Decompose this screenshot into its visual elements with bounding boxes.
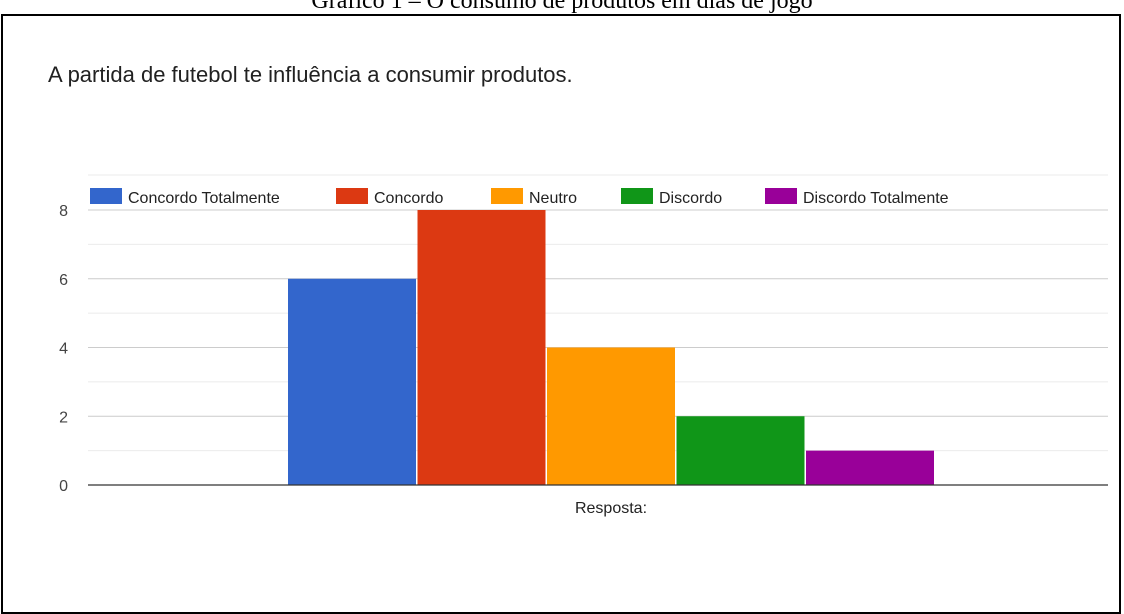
legend-swatch [336,188,368,204]
y-tick-label: 4 [59,341,68,358]
bar-concordo [417,210,546,485]
legend-label: Neutro [529,190,577,207]
bars [288,210,934,485]
figure-caption: Gráfico 1 – O consumo de produtos em dia… [311,0,813,14]
y-tick-label: 8 [59,203,68,220]
legend-label: Concordo Totalmente [128,190,280,207]
bar-concordo-totalmente [288,278,416,485]
y-tick-label: 0 [59,478,68,495]
legend-label: Concordo [374,190,443,207]
chart-frame [1,14,1121,614]
legend-swatch [491,188,523,204]
legend: Concordo Totalmente Concordo Neutro Discord… [90,188,949,207]
legend-swatch [90,188,122,204]
y-tick-label: 2 [59,409,68,426]
legend-label: Discordo [659,190,722,207]
chart-title: A partida de futebol te influência a con… [48,62,573,87]
bar-chart: 0 2 4 6 8 Concordo Totalmente Concordo Neutro D… [59,174,1108,517]
y-axis-ticks: 0 2 4 6 8 [59,203,68,495]
bar-discordo-totalmente [806,450,934,485]
legend-swatch [765,188,797,204]
legend-swatch [621,188,653,204]
bar-neutro [547,347,675,485]
bar-discordo [676,416,805,485]
legend-label: Discordo Totalmente [803,190,949,207]
x-axis-label: Resposta: [575,500,647,517]
y-tick-label: 6 [59,272,68,289]
